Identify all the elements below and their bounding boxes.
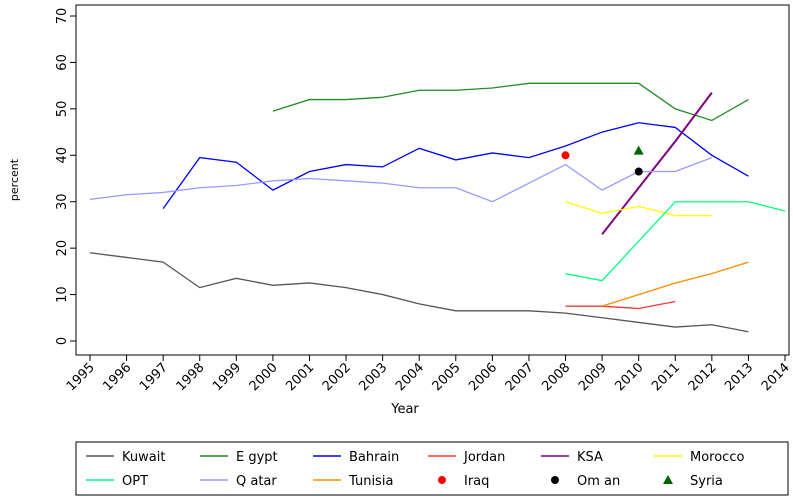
series-line <box>565 300 676 310</box>
y-tick-label: 70 <box>55 8 70 25</box>
x-tick-label: 1996 <box>100 360 134 394</box>
legend-label: Jordan <box>463 450 505 465</box>
x-tick-label: 2007 <box>503 360 537 394</box>
x-tick-label: 2001 <box>283 360 317 394</box>
legend-label: Kuwait <box>122 450 165 465</box>
legend-label: Syria <box>690 474 723 489</box>
series-point <box>561 151 570 160</box>
series-line <box>601 261 749 307</box>
legend-label: KSA <box>577 450 603 465</box>
series-line <box>162 122 749 210</box>
series-point <box>633 145 644 155</box>
series-line <box>565 201 712 217</box>
x-tick-label: 2014 <box>759 360 793 394</box>
x-tick-label: 2000 <box>247 360 281 394</box>
legend-label: Iraq <box>464 474 489 489</box>
legend-swatch <box>438 476 446 484</box>
x-axis-label: Year <box>390 402 419 417</box>
legend-label: E gypt <box>236 450 278 465</box>
series-line <box>89 156 713 203</box>
series-point <box>634 167 643 176</box>
y-tick-label: 30 <box>55 193 70 210</box>
y-tick-label: 0 <box>55 337 70 345</box>
x-tick-label: 2004 <box>393 360 427 394</box>
x-tick-label: 2003 <box>356 360 390 394</box>
x-tick-label: 2011 <box>649 360 683 394</box>
legend-label: OPT <box>122 474 148 489</box>
series-line <box>89 252 749 333</box>
x-tick-label: 2013 <box>722 360 756 394</box>
x-tick-label: 2010 <box>613 360 647 394</box>
y-tick-label: 60 <box>55 54 70 71</box>
plot-frame <box>75 4 790 356</box>
legend-swatch <box>663 475 673 484</box>
x-tick-label: 2002 <box>320 360 354 394</box>
x-tick-label: 2008 <box>539 360 573 394</box>
legend-label: Q atar <box>236 474 277 489</box>
y-tick-label: 20 <box>55 240 70 257</box>
x-tick-label: 2012 <box>686 360 720 394</box>
x-tick-label: 1999 <box>210 360 244 394</box>
series-line <box>601 92 713 235</box>
legend <box>75 441 789 496</box>
y-tick-label: 40 <box>55 147 70 164</box>
legend-label: Om an <box>577 474 620 489</box>
x-tick-label: 2005 <box>430 360 464 394</box>
series-line <box>565 201 786 282</box>
x-tick-label: 1998 <box>174 360 208 394</box>
y-axis-label: percent <box>8 158 21 201</box>
x-tick-label: 1995 <box>64 360 98 394</box>
x-tick-label: 2009 <box>576 360 610 394</box>
legend-label: Bahrain <box>349 450 399 465</box>
x-tick-label: 1997 <box>137 360 171 394</box>
legend-label: Morocco <box>690 450 744 465</box>
series-line <box>272 82 749 122</box>
y-tick-label: 50 <box>55 101 70 118</box>
legend-swatch <box>551 476 559 484</box>
x-tick-label: 2006 <box>466 360 500 394</box>
y-tick-label: 10 <box>55 286 70 303</box>
legend-label: Tunisia <box>348 474 393 489</box>
